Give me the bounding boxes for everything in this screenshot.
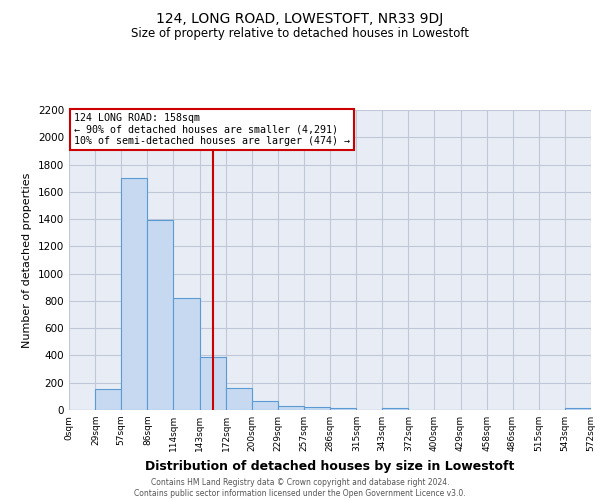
X-axis label: Distribution of detached houses by size in Lowestoft: Distribution of detached houses by size … [145, 460, 515, 472]
Bar [226, 388, 251, 410]
Text: 124, LONG ROAD, LOWESTOFT, NR33 9DJ: 124, LONG ROAD, LOWESTOFT, NR33 9DJ [157, 12, 443, 26]
Bar [95, 389, 121, 410]
Bar [148, 220, 173, 410]
Y-axis label: Number of detached properties: Number of detached properties [22, 172, 32, 348]
Text: 124 LONG ROAD: 158sqm
← 90% of detached houses are smaller (4,291)
10% of semi-d: 124 LONG ROAD: 158sqm ← 90% of detached … [74, 113, 350, 146]
Bar [278, 406, 304, 410]
Bar [199, 357, 226, 410]
Text: Contains HM Land Registry data © Crown copyright and database right 2024.
Contai: Contains HM Land Registry data © Crown c… [134, 478, 466, 498]
Bar [251, 401, 278, 410]
Bar [173, 298, 199, 410]
Bar [304, 408, 330, 410]
Bar [382, 408, 409, 410]
Bar [565, 408, 591, 410]
Bar [121, 178, 148, 410]
Bar [330, 408, 356, 410]
Text: Size of property relative to detached houses in Lowestoft: Size of property relative to detached ho… [131, 28, 469, 40]
